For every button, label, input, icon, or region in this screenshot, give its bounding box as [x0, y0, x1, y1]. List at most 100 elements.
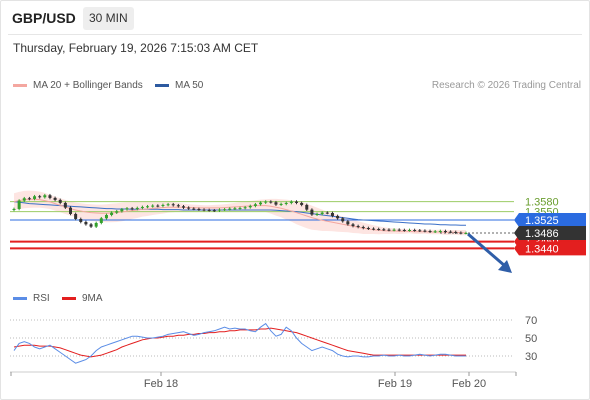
level-label-1.3525: 1.3525	[525, 215, 559, 227]
candle-body	[223, 209, 227, 211]
x-tick-label: Feb 20	[452, 378, 486, 390]
candle-body	[115, 211, 119, 213]
candle-body	[171, 204, 175, 206]
candle-body	[366, 227, 370, 229]
forecast-arrow-shaft	[467, 232, 506, 268]
candle-body	[146, 206, 150, 208]
candle-body	[264, 201, 268, 203]
candle-body	[22, 198, 26, 201]
bollinger-band-fill	[14, 190, 466, 236]
legend-rsi-ma: 9MA	[62, 293, 103, 304]
candle-body	[397, 229, 401, 231]
candle-body	[361, 226, 365, 228]
candle-body	[315, 213, 319, 215]
candle-body	[372, 228, 376, 230]
timeframe-button[interactable]: 30 MIN	[83, 7, 134, 30]
candle-body	[423, 230, 427, 232]
candle-body	[341, 218, 345, 222]
candle-body	[248, 205, 252, 208]
level-label-1.3440: 1.3440	[525, 243, 559, 255]
candle-body	[320, 212, 324, 214]
rsi-tick-70: 70	[525, 315, 537, 327]
candle-body	[212, 210, 216, 212]
candle-body	[392, 229, 396, 231]
candle-body	[84, 221, 88, 225]
candle-body	[130, 208, 134, 210]
level-tag-1.3525	[514, 212, 586, 227]
candle-body	[207, 209, 211, 211]
rsi-line	[13, 322, 466, 364]
candle-body	[53, 197, 57, 200]
candle-body	[454, 231, 458, 233]
chart-datetime: Thursday, February 19, 2026 7:15:03 AM C…	[13, 41, 259, 55]
candle-body	[428, 230, 432, 232]
candle-body	[289, 201, 293, 203]
candles-group	[12, 193, 468, 235]
candle-body	[161, 204, 165, 206]
candle-body	[336, 215, 340, 219]
candle-body	[253, 204, 257, 206]
candle-body	[346, 221, 350, 225]
candle-body	[351, 224, 355, 226]
rsi-ma-line	[13, 327, 466, 358]
candle-body	[17, 200, 21, 209]
candle-body	[202, 209, 206, 211]
candle-body	[156, 205, 160, 207]
candle-body	[279, 203, 283, 205]
legend-rsi: RSI	[13, 293, 50, 304]
candle-body	[259, 202, 263, 205]
candle-body	[305, 204, 309, 210]
candle-body	[443, 230, 447, 232]
rsi-tick-30: 30	[525, 351, 537, 363]
candle-body	[89, 224, 93, 227]
candle-body	[382, 229, 386, 231]
candle-body	[69, 207, 72, 214]
header-divider	[8, 34, 582, 35]
candle-body	[310, 209, 314, 215]
rsi-ma-swatch	[62, 297, 76, 300]
candle-body	[151, 205, 155, 207]
bollinger-legend-label: MA 20 + Bollinger Bands	[33, 80, 143, 91]
candle-body	[377, 228, 381, 230]
forecast-arrow-head	[498, 260, 512, 273]
ma20-line	[13, 198, 466, 234]
candle-body	[94, 222, 98, 227]
bollinger-swatch	[13, 84, 27, 87]
rsi-ma-legend-label: 9MA	[82, 293, 103, 304]
candle-body	[325, 212, 329, 214]
candle-body	[356, 225, 360, 227]
candle-body	[176, 205, 180, 207]
candle-body	[48, 195, 52, 198]
candle-body	[197, 208, 201, 210]
rsi-swatch	[13, 297, 27, 300]
ma50-legend-label: MA 50	[175, 80, 204, 91]
candle-body	[295, 201, 298, 203]
candle-body	[387, 229, 391, 231]
candle-body	[140, 206, 144, 208]
candle-body	[459, 232, 463, 234]
candle-body	[243, 207, 247, 209]
candle-body	[274, 202, 278, 205]
candle-body	[449, 231, 453, 233]
candle-body	[418, 230, 422, 232]
x-tick-label: Feb 18	[144, 378, 178, 390]
ma50-line	[13, 201, 466, 226]
candle-body	[63, 202, 67, 208]
candle-body	[120, 209, 124, 212]
candle-body	[74, 213, 78, 219]
candle-body	[217, 209, 221, 211]
candle-body	[413, 229, 417, 231]
legend-bollinger: MA 20 + Bollinger Bands	[13, 80, 143, 91]
candle-body	[12, 208, 16, 210]
candle-body	[238, 207, 242, 209]
candle-body	[402, 229, 406, 231]
candle-body	[38, 196, 42, 198]
candle-body	[464, 233, 468, 234]
level-label-1.3580: 1.3580	[525, 197, 559, 209]
candle-body	[330, 212, 334, 216]
candle-body	[187, 207, 191, 209]
level-tag-1.3440	[514, 241, 586, 256]
candle-body	[104, 214, 108, 219]
candle-body	[79, 218, 83, 222]
